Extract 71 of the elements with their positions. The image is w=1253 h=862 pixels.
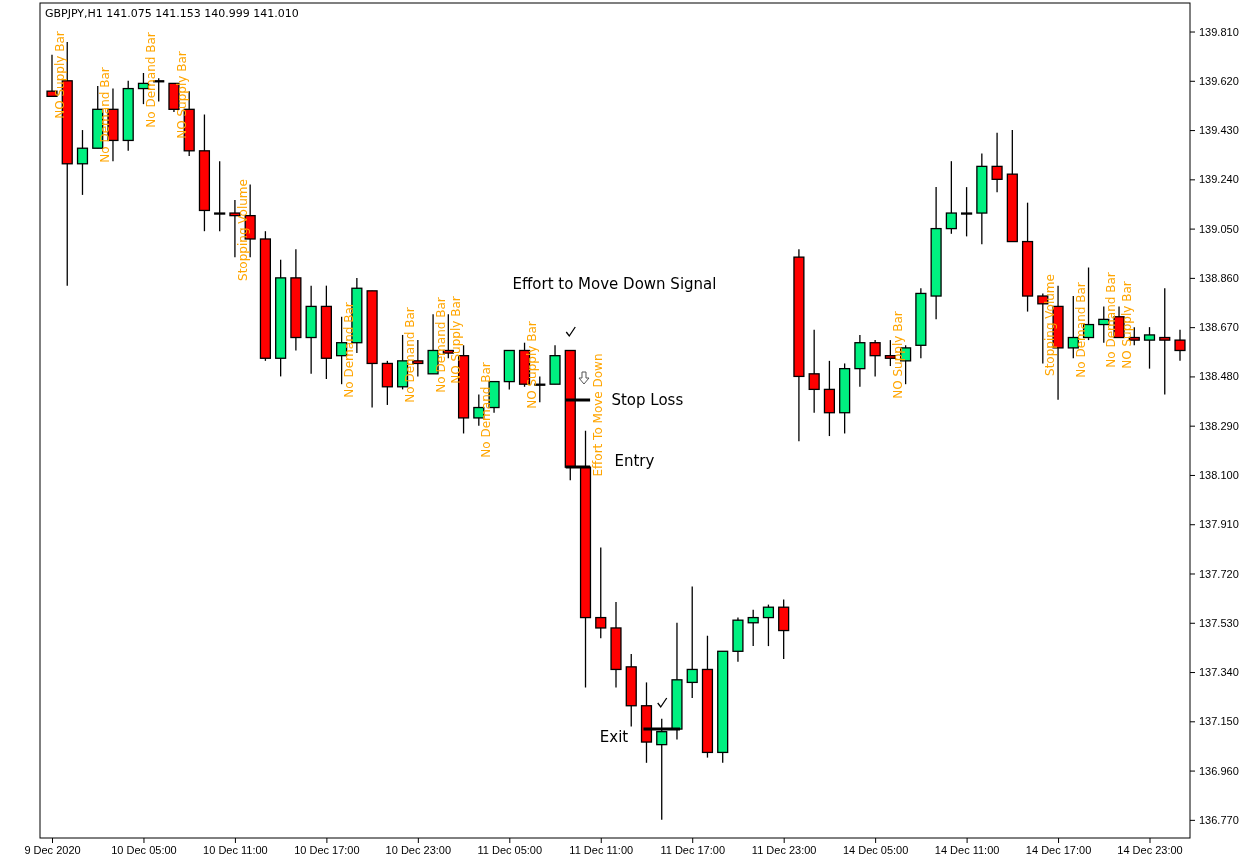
y-tick-label: 139.240 (1199, 173, 1239, 186)
candlestick (76, 129, 89, 196)
annotation: No Demand Bar (98, 67, 113, 163)
candlestick (808, 329, 820, 414)
candlestick (1159, 287, 1171, 396)
candlestick (991, 132, 1003, 193)
x-tick-label: 11 Dec 23:00 (751, 843, 817, 856)
y-tick-label: 138.100 (1199, 468, 1239, 481)
y-tick-label: 136.770 (1199, 813, 1239, 826)
y-tick-label: 136.960 (1199, 764, 1239, 777)
y-tick-label: 137.530 (1199, 616, 1239, 629)
annotation: No Demand Bar (342, 302, 357, 398)
candlestick (960, 186, 973, 238)
candlestick (1174, 329, 1186, 362)
x-tick-label: 14 Dec 17:00 (1025, 843, 1092, 856)
y-tick-label: 137.720 (1199, 567, 1239, 580)
annotation: No Demand Bar (1073, 282, 1088, 378)
annotation: No Demand Bar (1104, 272, 1119, 368)
y-tick-label: 137.340 (1199, 666, 1239, 679)
x-tick-label: 10 Dec 05:00 (111, 843, 177, 856)
annotation: No Demand Bar (433, 297, 448, 393)
candlestick (778, 598, 790, 660)
annotation: NO Supply Bar (891, 311, 905, 399)
y-tick-label: 138.480 (1199, 370, 1239, 383)
candlestick (656, 718, 668, 821)
annotation: Stopping Volume (235, 179, 250, 281)
candlestick (214, 160, 226, 232)
candlestick (412, 339, 424, 378)
candlestick (686, 585, 698, 699)
y-tick-label: 139.810 (1199, 25, 1239, 38)
annotation: Entry (614, 452, 655, 470)
x-tick-label: 11 Dec 17:00 (660, 843, 726, 856)
y-tick-label: 139.430 (1199, 124, 1239, 137)
annotation: Effort To Move Down (590, 353, 605, 477)
x-tick-label: 14 Dec 11:00 (934, 843, 1000, 856)
x-tick-label: 11 Dec 05:00 (477, 843, 543, 856)
y-tick-label: 137.910 (1199, 518, 1239, 531)
annotation: No Demand Bar (403, 307, 418, 403)
candlestick (869, 339, 881, 378)
annotation: No Demand Bar (479, 362, 494, 458)
annotation: No Demand Bar (144, 32, 159, 128)
candlestick (945, 160, 957, 235)
x-tick-label: 10 Dec 17:00 (294, 843, 360, 856)
annotation: Effort to Move Down Signal (512, 275, 717, 293)
y-tick-label: 138.860 (1199, 271, 1239, 284)
candlestick (381, 360, 393, 406)
annotation: Stop Loss (611, 391, 684, 409)
annotation: NO Supply Bar (448, 296, 463, 384)
annotation: NO Supply Bar (1119, 281, 1134, 369)
y-tick-label: 139.050 (1199, 222, 1239, 235)
candlestick (1143, 326, 1156, 370)
annotation: NO Supply Bar (52, 31, 67, 119)
x-tick-label: 10 Dec 23:00 (385, 843, 452, 856)
candlestick (762, 603, 775, 647)
annotation: NO Supply Bar (174, 51, 189, 139)
candlestick (747, 609, 759, 647)
x-tick-label: 9 Dec 2020 (24, 843, 81, 856)
candlestick (823, 360, 836, 437)
annotation: NO Supply Bar (525, 321, 540, 409)
annotation: Stopping Volume (1043, 274, 1058, 376)
y-tick-label: 139.620 (1199, 74, 1239, 87)
x-tick-label: 14 Dec 05:00 (842, 843, 909, 856)
y-tick-label: 138.290 (1199, 419, 1239, 432)
annotation: Exit (599, 728, 629, 746)
y-tick-label: 138.670 (1199, 321, 1239, 334)
x-tick-label: 11 Dec 11:00 (569, 843, 634, 856)
candlestick (595, 546, 607, 639)
x-tick-label: 10 Dec 11:00 (203, 843, 268, 856)
chart-title: GBPJPY,H1 141.075 141.153 140.999 141.010 (45, 7, 299, 20)
y-tick-label: 137.150 (1199, 715, 1239, 728)
x-tick-label: 14 Dec 23:00 (1117, 843, 1183, 856)
